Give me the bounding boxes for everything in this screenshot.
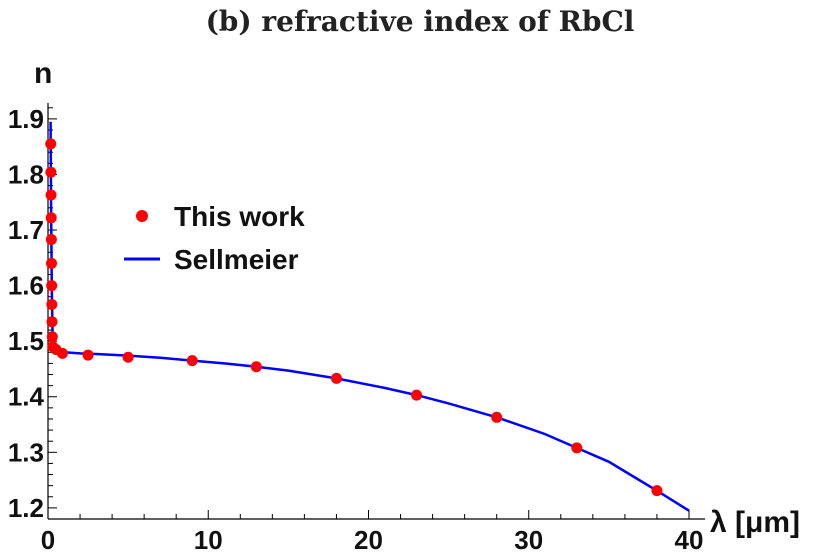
data-point (45, 233, 57, 245)
data-point (45, 138, 57, 150)
y-tick-label: 1.7 (8, 215, 44, 245)
y-axis-label: n (34, 57, 52, 90)
data-point (46, 316, 58, 328)
legend: This work Sellmeier (124, 201, 305, 275)
legend-label-this-work: This work (174, 201, 305, 232)
data-point (651, 485, 663, 497)
data-point (46, 298, 58, 310)
legend-marker-this-work (136, 210, 148, 222)
data-point (46, 331, 58, 343)
data-point (45, 189, 57, 201)
data-point (82, 349, 94, 361)
data-point (491, 411, 503, 423)
this-work-series (45, 138, 663, 497)
y-tick-label: 1.5 (8, 326, 44, 356)
data-point (186, 355, 198, 367)
y-tick-label: 1.9 (8, 104, 44, 134)
y-tick-label: 1.8 (8, 159, 44, 189)
data-point (250, 361, 262, 373)
y-tick-label: 1.3 (8, 437, 44, 467)
data-point (46, 257, 58, 269)
data-point (45, 166, 57, 178)
data-point (330, 372, 342, 384)
data-point (571, 442, 583, 454)
data-point (122, 351, 134, 363)
x-tick-label: 20 (354, 525, 383, 555)
sellmeier-line (49, 121, 690, 512)
x-axis-label: λ [μm] (710, 506, 800, 539)
x-tick-label: 0 (41, 525, 55, 555)
x-tick-label: 10 (194, 525, 223, 555)
x-tick-label: 30 (514, 525, 543, 555)
data-point (56, 347, 68, 359)
data-point (411, 389, 423, 401)
data-point (46, 280, 58, 292)
data-point (45, 212, 57, 224)
y-tick-label: 1.6 (8, 271, 44, 301)
sellmeier-series (49, 121, 690, 512)
y-tick-label: 1.2 (8, 493, 44, 523)
y-tick-label: 1.4 (8, 382, 45, 412)
x-tick-label: 40 (675, 525, 704, 555)
legend-label-sellmeier: Sellmeier (174, 244, 299, 275)
axes: 0 10 20 30 40 1.2 1.3 1.4 1.5 1.6 1.7 1.8 1.9 (8, 103, 705, 555)
chart-title: (b) refractive index of RbCl (206, 5, 635, 38)
